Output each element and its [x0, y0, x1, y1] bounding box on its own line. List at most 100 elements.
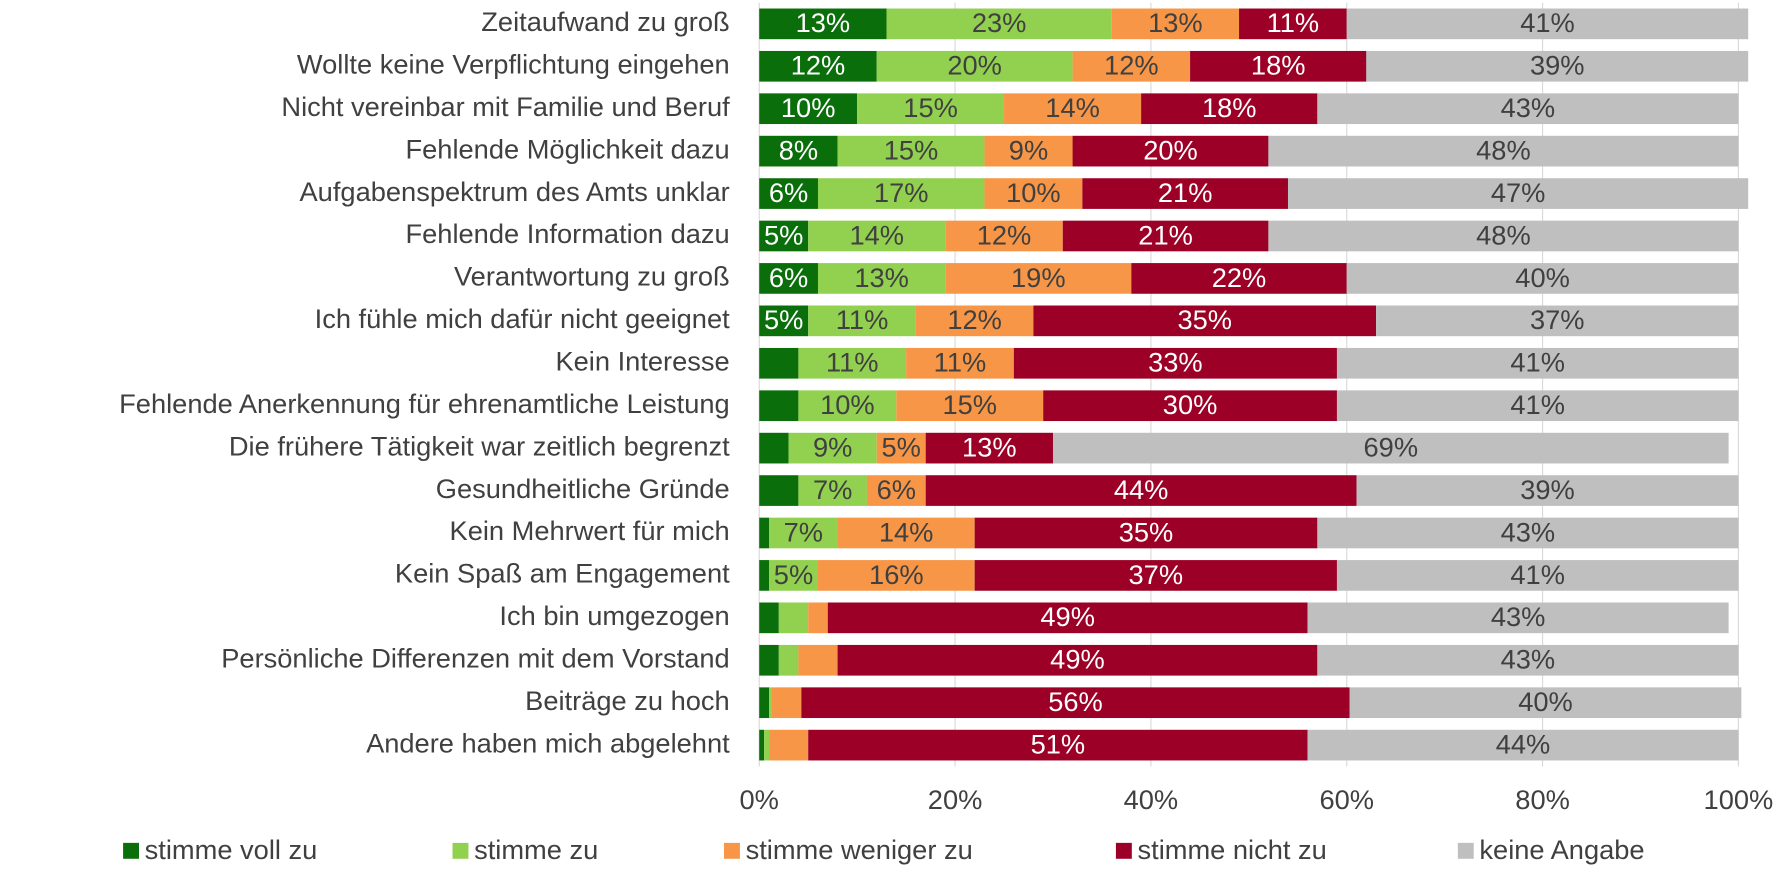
bar-segment: [1111, 8, 1240, 40]
legend-label: stimme weniger zu: [746, 834, 973, 865]
bar-segment: [769, 687, 772, 719]
value-label: 69%: [1364, 431, 1419, 462]
value-label: 13%: [1148, 7, 1203, 38]
value-label: 5%: [764, 304, 803, 335]
bar-segment: [759, 432, 789, 464]
bar-segment: [771, 687, 802, 719]
bar-segment: [1346, 8, 1749, 40]
value-label: 48%: [1476, 219, 1531, 250]
category-label: Ich bin umgezogen: [499, 600, 729, 631]
value-label: 49%: [1050, 644, 1105, 675]
value-label: 30%: [1163, 389, 1218, 420]
value-label: 40%: [1515, 262, 1570, 293]
bar-segment: [817, 560, 975, 591]
bar-segment: [1131, 263, 1347, 294]
category-label: Zeitaufwand zu groß: [481, 6, 729, 37]
bar-segment: [915, 305, 1034, 337]
category-label: Wollte keine Verpflichtung eingehen: [297, 48, 730, 79]
bar-segment: [759, 644, 779, 676]
bar-segment: [798, 347, 907, 379]
value-label: 43%: [1501, 644, 1556, 675]
value-label: 17%: [874, 177, 929, 208]
bar-segment: [1349, 687, 1742, 719]
value-label: 13%: [854, 262, 909, 293]
bar-segment: [817, 178, 985, 209]
bar-segment: [837, 517, 975, 549]
value-label: 41%: [1510, 559, 1565, 590]
bar-segment: [759, 390, 799, 422]
value-label: 5%: [764, 219, 803, 250]
bar-segment: [1287, 178, 1749, 209]
x-tick-label: 20%: [928, 784, 983, 815]
value-label: 47%: [1491, 177, 1546, 208]
legend-swatch: [123, 842, 140, 859]
value-label: 43%: [1501, 516, 1556, 547]
value-label: 37%: [1129, 559, 1184, 590]
value-label: 21%: [1158, 177, 1213, 208]
category-label: Ich fühle mich dafür nicht geeignet: [315, 303, 730, 334]
value-label: 15%: [884, 134, 939, 165]
value-label: 6%: [877, 474, 916, 505]
value-label: 51%: [1031, 728, 1086, 759]
value-label: 35%: [1177, 304, 1232, 335]
bar-segment: [1366, 50, 1749, 82]
value-label: 8%: [779, 134, 818, 165]
bar-segment: [769, 729, 809, 761]
value-label: 19%: [1011, 262, 1066, 293]
value-label: 39%: [1520, 474, 1575, 505]
bar-segment: [1336, 347, 1739, 379]
value-label: 11%: [934, 347, 987, 378]
value-label: 7%: [784, 516, 823, 547]
bar-segment: [808, 602, 828, 634]
category-label: Kein Interesse: [555, 345, 729, 376]
bar-segment: [808, 305, 916, 337]
category-label: Die frühere Tätigkeit war zeitlich begre…: [229, 430, 730, 461]
legend-swatch: [724, 842, 740, 859]
value-label: 14%: [879, 516, 934, 547]
bar-segment: [827, 602, 1308, 634]
value-label: 6%: [769, 262, 808, 293]
bar-segment: [1346, 263, 1739, 294]
bar-segment: [1239, 8, 1347, 40]
bar-segment: [1052, 432, 1729, 464]
category-label: Gesundheitliche Gründe: [436, 473, 730, 504]
bar-segment: [866, 475, 926, 506]
legend-swatch: [452, 842, 469, 859]
value-label: 6%: [769, 177, 808, 208]
value-label: 10%: [781, 92, 836, 123]
value-label: 48%: [1476, 134, 1531, 165]
bar-segment: [769, 560, 818, 591]
value-label: 44%: [1496, 728, 1551, 759]
value-label: 9%: [813, 431, 852, 462]
value-label: 39%: [1530, 50, 1585, 81]
legend-label: stimme zu: [474, 834, 598, 865]
value-label: 11%: [826, 347, 879, 378]
value-label: 15%: [942, 389, 997, 420]
category-label: Kein Mehrwert für mich: [450, 515, 730, 546]
category-label: Aufgabenspektrum des Amts unklar: [300, 176, 730, 207]
bar-segment: [1190, 50, 1367, 82]
bar-segment: [1072, 135, 1269, 167]
bar-segment: [759, 178, 818, 209]
value-label: 43%: [1501, 92, 1556, 123]
value-label: 11%: [836, 304, 889, 335]
bar-segment: [759, 517, 770, 549]
bar-segment: [788, 432, 877, 464]
value-label: 20%: [1143, 134, 1198, 165]
bar-segment: [817, 263, 946, 294]
value-label: 35%: [1119, 516, 1174, 547]
value-label: 9%: [1009, 134, 1048, 165]
value-label: 18%: [1251, 50, 1306, 81]
x-tick-label: 100%: [1704, 784, 1774, 815]
legend-label: keine Angabe: [1479, 834, 1644, 865]
bar-segment: [1141, 93, 1318, 125]
value-label: 40%: [1518, 686, 1573, 717]
category-label: Fehlende Anerkennung für ehrenamtliche L…: [119, 388, 730, 419]
category-label: Fehlende Information dazu: [406, 218, 730, 249]
value-label: 12%: [791, 50, 846, 81]
value-label: 10%: [1006, 177, 1061, 208]
bar-segment: [778, 602, 809, 634]
bar-segment: [759, 50, 877, 82]
legend-swatch: [1115, 842, 1132, 859]
bar-segment: [984, 135, 1073, 167]
